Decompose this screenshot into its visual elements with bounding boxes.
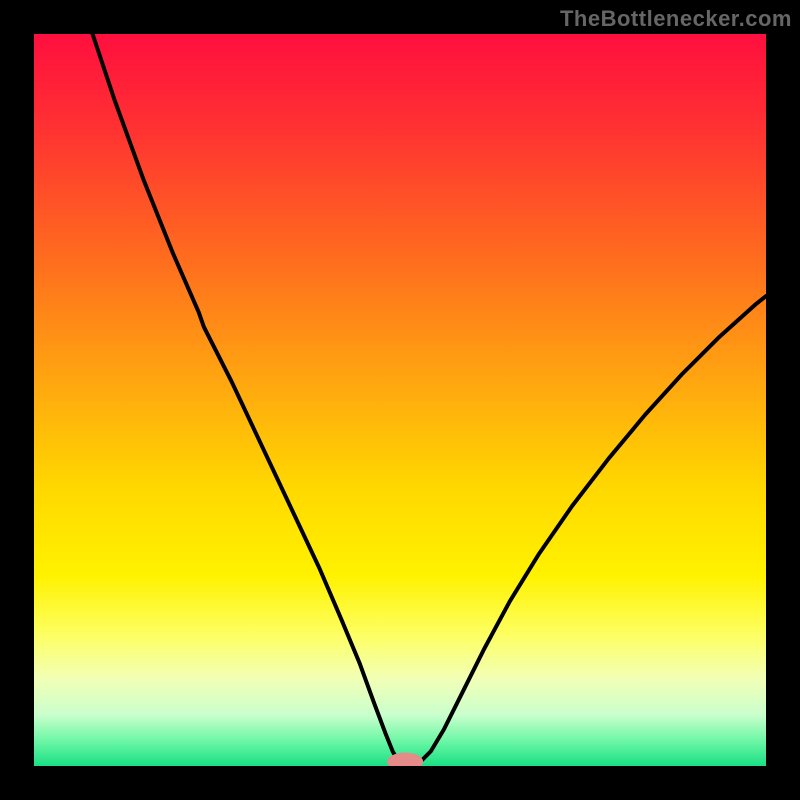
plot-area bbox=[34, 34, 766, 766]
plot-svg bbox=[34, 34, 766, 766]
watermark-label: TheBottlenecker.com bbox=[560, 6, 792, 32]
chart-frame: TheBottlenecker.com bbox=[0, 0, 800, 800]
